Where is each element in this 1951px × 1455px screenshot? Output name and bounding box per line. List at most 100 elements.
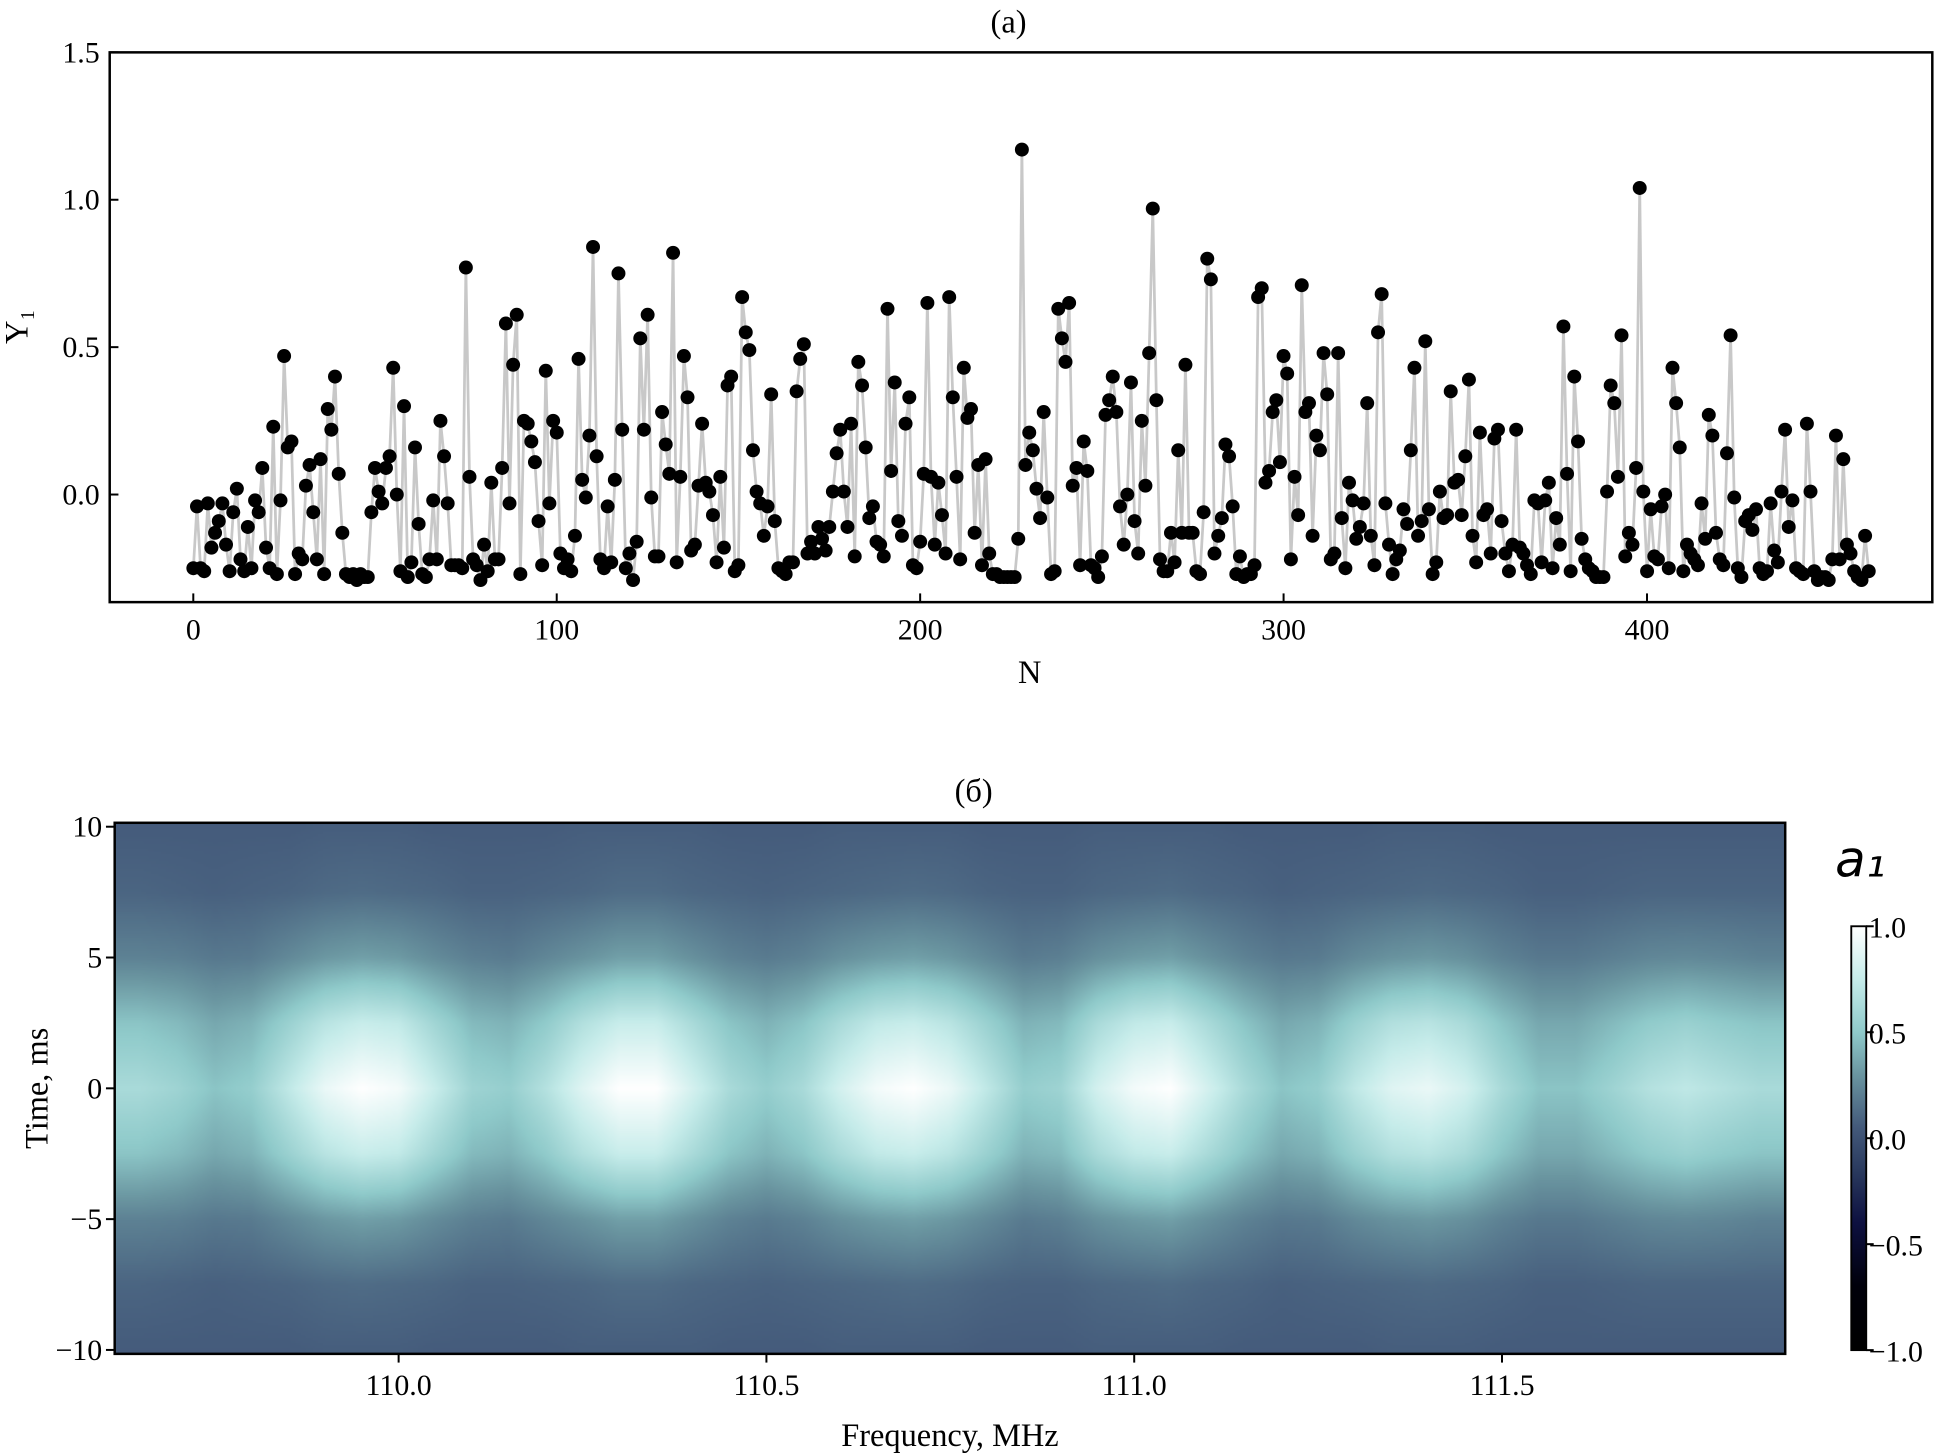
- data-point: [836, 484, 851, 499]
- data-point: [655, 405, 670, 419]
- data-point: [1218, 437, 1233, 452]
- data-point: [375, 496, 390, 511]
- data-point: [615, 422, 630, 437]
- data-point: [1222, 449, 1237, 464]
- data-point: [229, 481, 244, 496]
- data-point: [411, 516, 426, 531]
- colorbar-tick-label: 1.0: [1869, 911, 1906, 944]
- data-point: [1600, 484, 1615, 499]
- data-point: [978, 452, 993, 467]
- data-point: [815, 531, 830, 546]
- data-point: [1116, 537, 1131, 552]
- data-point: [1432, 484, 1447, 499]
- data-point: [822, 519, 837, 534]
- data-point: [1451, 472, 1466, 487]
- data-point: [862, 511, 877, 526]
- data-point: [273, 493, 288, 508]
- data-point: [1705, 428, 1720, 443]
- data-point: [204, 540, 219, 555]
- data-point: [1443, 384, 1458, 399]
- data-point: [1727, 490, 1742, 505]
- data-point: [1723, 328, 1738, 343]
- data-point: [1494, 514, 1509, 529]
- series-line: [191, 148, 1871, 582]
- data-point: [1022, 425, 1037, 440]
- data-point: [1011, 531, 1026, 546]
- data-point: [629, 534, 644, 549]
- data-point: [1549, 511, 1564, 526]
- data-point: [1832, 552, 1847, 567]
- data-point: [1571, 434, 1585, 449]
- data-point: [255, 461, 270, 475]
- data-point: [789, 384, 804, 399]
- data-point: [1305, 528, 1320, 543]
- data-point: [295, 552, 310, 567]
- data-point: [386, 360, 401, 375]
- data-point: [1113, 499, 1127, 514]
- x-tick-label: 111.0: [1102, 1369, 1167, 1402]
- data-point: [567, 528, 582, 543]
- data-point: [546, 413, 561, 428]
- data-point: [1414, 514, 1429, 529]
- panel-b: 110.0 110.5 111.0 111.5 10 5 0 −5 −10 (б) Frequenc…: [19, 774, 1923, 1455]
- data-point: [575, 472, 590, 487]
- data-point: [364, 505, 379, 520]
- data-point: [1047, 564, 1062, 579]
- data-point: [967, 525, 982, 540]
- data-point: [1828, 428, 1843, 443]
- data-point: [1334, 511, 1349, 526]
- data-point: [975, 558, 989, 573]
- data-point: [1618, 549, 1633, 564]
- data-point: [735, 290, 750, 305]
- data-point: [302, 458, 317, 472]
- data-point: [1799, 416, 1814, 431]
- data-point: [1803, 484, 1818, 499]
- data-point: [1312, 443, 1327, 458]
- data-point: [607, 472, 622, 487]
- data-point: [909, 561, 924, 576]
- data-point: [208, 525, 223, 540]
- data-point: [807, 546, 822, 561]
- data-point: [1665, 360, 1680, 375]
- data-point: [1821, 573, 1836, 588]
- data-point: [1374, 287, 1389, 302]
- data-point: [506, 357, 521, 372]
- data-point: [676, 349, 691, 364]
- data-point: [1258, 475, 1273, 490]
- data-point: [1629, 461, 1644, 475]
- data-point: [1403, 443, 1418, 458]
- data-point: [1185, 525, 1200, 540]
- data-point: [1091, 570, 1106, 585]
- data-point: [887, 375, 902, 390]
- data-point: [1654, 499, 1669, 514]
- data-point: [1480, 502, 1495, 517]
- data-point: [313, 452, 328, 467]
- data-point: [604, 555, 619, 570]
- data-point: [589, 449, 604, 464]
- colorbar-tick-label: −1.0: [1869, 1335, 1923, 1368]
- data-point: [400, 570, 415, 585]
- data-point: [1621, 525, 1636, 540]
- data-point: [1272, 455, 1287, 470]
- data-point: [1418, 334, 1433, 349]
- data-point: [1770, 555, 1785, 570]
- data-point: [742, 343, 757, 358]
- data-point: [1149, 393, 1164, 408]
- data-point: [1610, 469, 1625, 484]
- data-point: [1203, 272, 1218, 287]
- data-point: [560, 552, 575, 567]
- x-tick-label: 110.5: [733, 1369, 799, 1402]
- data-point: [509, 307, 524, 322]
- y-tick-label: 0.5: [62, 331, 99, 364]
- x-tick-label: 0: [186, 614, 201, 647]
- data-point: [1763, 496, 1778, 511]
- data-point: [1690, 558, 1705, 573]
- data-point: [956, 360, 971, 375]
- data-point: [306, 505, 321, 520]
- data-point: [920, 295, 935, 310]
- data-point: [1541, 475, 1556, 490]
- data-point: [462, 469, 477, 484]
- data-point: [811, 519, 826, 534]
- data-point: [880, 301, 895, 316]
- data-point: [531, 514, 546, 529]
